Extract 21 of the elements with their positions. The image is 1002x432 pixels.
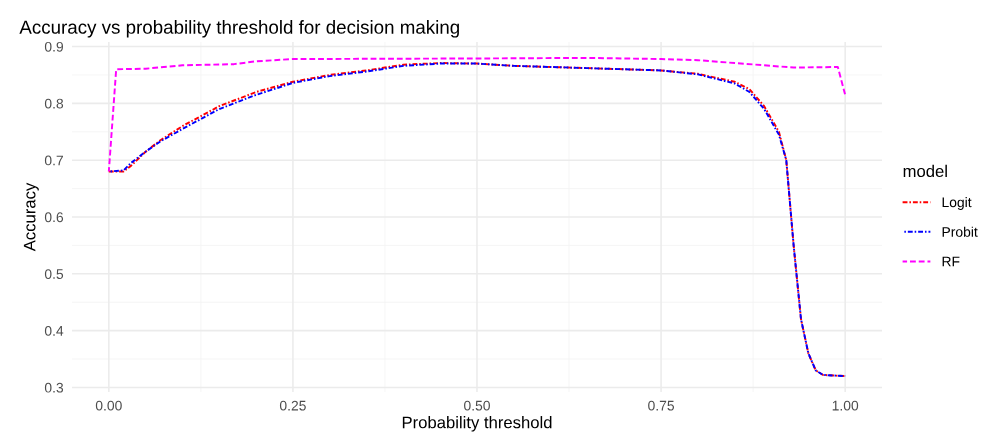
x-tick-label: 1.00 bbox=[832, 400, 859, 411]
y-tick-label: 0.7 bbox=[44, 155, 63, 166]
x-axis-title: Probability threshold bbox=[402, 416, 552, 432]
x-tick-label: 0.50 bbox=[464, 400, 490, 411]
y-tick-label: 0.5 bbox=[44, 269, 64, 279]
legend-title: model bbox=[903, 164, 947, 178]
legend-label: Logit bbox=[942, 197, 972, 210]
y-tick-label: 0.3 bbox=[44, 382, 64, 393]
y-axis-title: Accuracy bbox=[23, 182, 39, 252]
x-tick-label: 0.00 bbox=[95, 400, 122, 411]
x-tick-label: 0.25 bbox=[279, 400, 306, 411]
y-tick-label: 0.6 bbox=[44, 212, 64, 223]
line-series bbox=[107, 56, 847, 173]
line-series bbox=[107, 62, 847, 378]
y-tick-label: 0.9 bbox=[44, 41, 64, 52]
legend-label: RF bbox=[942, 256, 960, 267]
chart-title: Accuracy vs probability threshold for decision making bbox=[19, 20, 459, 38]
legend-label: Probit bbox=[942, 226, 978, 237]
y-tick-label: 0.8 bbox=[44, 98, 64, 109]
y-tick-label: 0.4 bbox=[44, 325, 64, 336]
x-tick-label: 0.75 bbox=[648, 400, 675, 411]
